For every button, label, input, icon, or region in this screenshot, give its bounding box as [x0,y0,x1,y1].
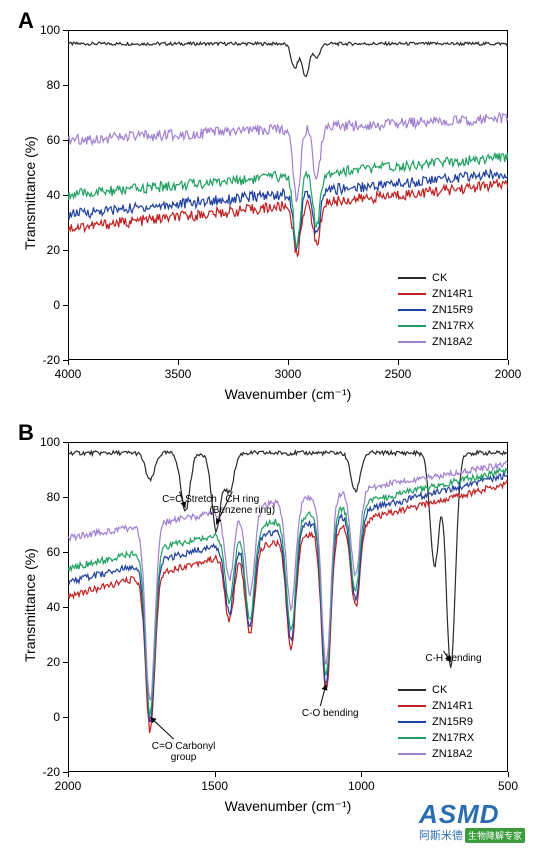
logo-sub: 阿斯米德 [419,827,463,843]
annotation-label: C=O Carbonyl group [139,741,229,763]
legend-label: ZN18A2 [432,748,472,760]
legend-swatch [398,689,426,691]
xtick-label: 1000 [346,779,376,793]
legend-item: ZN15R9 [398,714,474,730]
series-line [68,462,508,700]
legend-label: CK [432,684,447,696]
logo: ASMD 阿斯米德 生物降解专家 [419,802,525,843]
legend-swatch [398,705,426,707]
legend-label: ZN17RX [432,732,474,744]
logo-main: ASMD [419,802,525,827]
legend-swatch [398,721,426,723]
annotation-label: C-O bending [285,708,375,719]
xtick-label: 1500 [200,779,230,793]
xtick-label: 2000 [53,779,83,793]
annotation-label: CH ring(Benzene ring) [197,494,287,516]
legend-item: ZN14R1 [398,698,474,714]
logo-badge: 生物降解专家 [465,828,525,843]
xtick-label: 500 [493,779,523,793]
legend-swatch [398,737,426,739]
annotation-label: C-H bending [408,653,498,664]
legend-label: ZN15R9 [432,716,473,728]
legend-label: ZN14R1 [432,700,473,712]
legend: CK ZN14R1 ZN15R9 ZN17RX ZN18A2 [398,682,474,762]
legend-swatch [398,753,426,755]
legend-item: CK [398,682,474,698]
legend-item: ZN17RX [398,730,474,746]
legend-item: ZN18A2 [398,746,474,762]
series-line [68,468,508,716]
